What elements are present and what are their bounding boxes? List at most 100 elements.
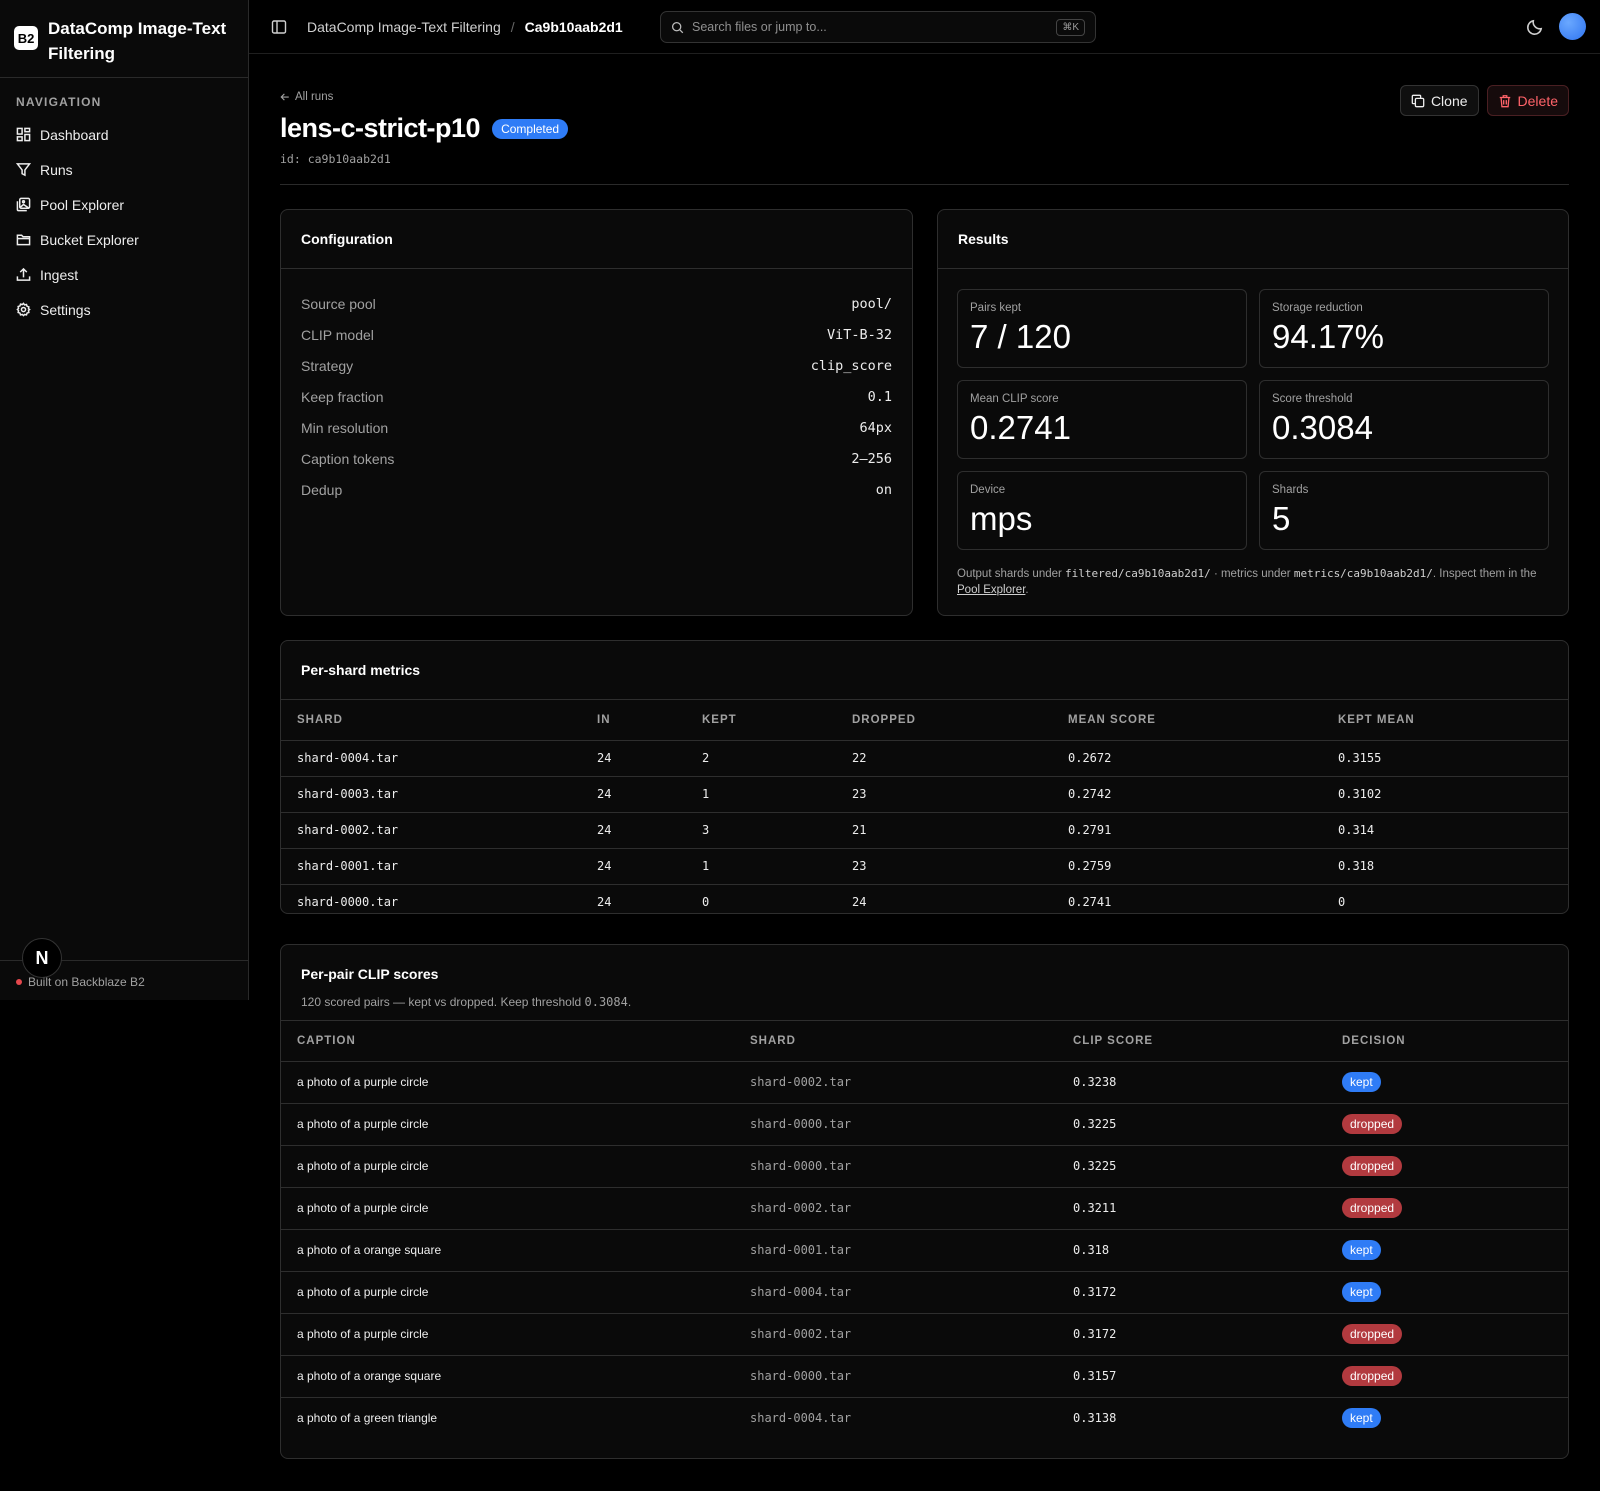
footer-text: Built on Backblaze B2 <box>28 975 145 989</box>
table-row: a photo of a orange square shard-0000.tar… <box>281 1355 1568 1398</box>
config-row: Strategy clip_score <box>281 350 912 381</box>
column-header[interactable]: SHARD <box>734 1021 1057 1062</box>
table-row: a photo of a purple circle shard-0000.tar… <box>281 1145 1568 1188</box>
decision-badge: kept <box>1342 1072 1381 1092</box>
sidebar-item-dashboard[interactable]: Dashboard <box>0 117 248 152</box>
table-row: shard-0003.tar 24 1 23 0.2742 0.3102 <box>281 776 1568 813</box>
nav-heading: NAVIGATION <box>16 95 102 109</box>
config-value: 2–256 <box>851 450 892 467</box>
caption-cell: a photo of a purple circle <box>281 1061 734 1104</box>
cell: 0.2742 <box>1052 776 1322 813</box>
column-header[interactable]: SHARD <box>281 700 581 741</box>
cell: 23 <box>836 848 1052 885</box>
theme-toggle-icon[interactable] <box>1526 18 1544 36</box>
breadcrumb-root[interactable]: DataComp Image-Text Filtering <box>307 18 501 35</box>
config-row: Dedup on <box>281 474 912 505</box>
config-key: Strategy <box>301 357 354 374</box>
cell: 0.2759 <box>1052 848 1322 885</box>
results-title: Results <box>938 210 1568 269</box>
pool-explorer-link[interactable]: Pool Explorer <box>957 584 1026 596</box>
caption-cell: a photo of a orange square <box>281 1229 734 1272</box>
cell: 0.318 <box>1322 848 1568 885</box>
decision-cell: kept <box>1326 1229 1568 1272</box>
sidebar-item-settings[interactable]: Settings <box>0 292 248 327</box>
metrics-path: metrics/ca9b10aab2d1/ <box>1293 567 1433 580</box>
column-header[interactable]: CLIP SCORE <box>1057 1021 1326 1062</box>
caption-cell: a photo of a purple circle <box>281 1271 734 1314</box>
shard-cell: shard-0001.tar <box>734 1229 1057 1272</box>
cell: 24 <box>852 895 867 910</box>
delete-button[interactable]: Delete <box>1486 85 1569 116</box>
column-header[interactable]: KEPT MEAN <box>1322 700 1568 741</box>
cell: shard-0003.tar <box>281 776 581 813</box>
cell: 3 <box>686 812 836 849</box>
column-header[interactable]: DECISION <box>1326 1021 1568 1062</box>
config-key: Keep fraction <box>301 388 384 405</box>
sidebar: B2 DataComp Image-Text Filtering NAVIGAT… <box>0 0 249 1000</box>
cell: 0.2741 <box>1068 895 1112 910</box>
results-note: Output shards under filtered/ca9b10aab2d… <box>938 550 1568 598</box>
score-cell: 0.3138 <box>1073 1411 1117 1426</box>
subtitle-text: . <box>627 995 632 1009</box>
n-badge[interactable]: N <box>22 938 62 978</box>
search-input[interactable]: Search files or jump to... ⌘K <box>660 11 1096 43</box>
table-header-row: SHARD IN KEPT DROPPED MEAN SCORE KEPT ME… <box>281 700 1568 741</box>
note-text: · metrics under <box>1210 568 1294 580</box>
filter-icon <box>16 163 31 177</box>
search-placeholder: Search files or jump to... <box>692 20 827 34</box>
shard-cell: shard-0002.tar <box>734 1061 1057 1104</box>
score-cell: 0.3238 <box>1057 1061 1326 1104</box>
decision-cell: dropped <box>1326 1145 1568 1188</box>
topbar: DataComp Image-Text Filtering / Ca9b10aa… <box>249 0 1600 54</box>
cell: 0 <box>702 895 710 910</box>
stat-label: Mean CLIP score <box>970 393 1059 405</box>
table-row: shard-0000.tar 24 0 24 0.2741 0 <box>281 884 1568 913</box>
config-key: Source pool <box>301 295 376 312</box>
sidebar-footer: Built on Backblaze B2 <box>0 960 248 989</box>
table-row: a photo of a purple circle shard-0004.tar… <box>281 1271 1568 1314</box>
shard-cell: shard-0000.tar <box>734 1103 1057 1146</box>
table-row: a photo of a orange square shard-0001.tar… <box>281 1229 1568 1272</box>
sidebar-item-ingest[interactable]: Ingest <box>0 257 248 292</box>
actions: Clone Delete <box>1399 85 1569 116</box>
breadcrumb-separator: / <box>510 18 515 35</box>
shard-cell: shard-0000.tar <box>734 1145 1057 1188</box>
stat-label: Pairs kept <box>970 302 1022 314</box>
shard-cell: shard-0004.tar <box>750 1411 852 1426</box>
cell: 24 <box>581 812 686 849</box>
back-link[interactable]: All runs <box>280 91 1569 103</box>
breadcrumb: DataComp Image-Text Filtering / Ca9b10aa… <box>307 19 623 35</box>
column-header[interactable]: DROPPED <box>836 700 1052 741</box>
brand[interactable]: B2 DataComp Image-Text Filtering <box>0 0 248 78</box>
decision-cell: kept <box>1326 1397 1568 1439</box>
configuration-title: Configuration <box>281 210 912 269</box>
column-header[interactable]: KEPT <box>686 700 836 741</box>
stat-label: Storage reduction <box>1272 302 1363 314</box>
results-card: Results Pairs kept 7 / 120 Storage reduct… <box>937 209 1569 616</box>
cell: shard-0000.tar <box>297 895 399 910</box>
cell: 22 <box>836 740 1052 777</box>
main-content: All runs lens-c-strict-p10 Completed id:… <box>280 54 1569 1459</box>
caption-cell: a photo of a orange square <box>281 1355 734 1398</box>
column-header[interactable]: CAPTION <box>281 1021 734 1062</box>
stat-label: Device <box>970 484 1006 496</box>
note-text: Output shards under <box>957 568 1066 580</box>
stat-storage-reduction: Storage reduction 94.17% <box>1259 289 1549 368</box>
cell: shard-0001.tar <box>281 848 581 885</box>
stat-value: 5 <box>1272 500 1291 537</box>
avatar[interactable] <box>1559 13 1586 40</box>
clone-button[interactable]: Clone <box>1399 85 1479 116</box>
column-header[interactable]: IN <box>581 700 686 741</box>
decision-badge: dropped <box>1342 1198 1403 1218</box>
note-text: . Inspect them in the <box>1432 568 1537 580</box>
sidebar-item-label: Bucket Explorer <box>40 231 139 248</box>
cell: shard-0002.tar <box>281 812 581 849</box>
sidebar-toggle-icon[interactable] <box>271 19 287 35</box>
dashboard-icon <box>16 127 31 142</box>
sidebar-item-pool-explorer[interactable]: Pool Explorer <box>0 187 248 222</box>
sidebar-item-bucket-explorer[interactable]: Bucket Explorer <box>0 222 248 257</box>
breadcrumb-current: Ca9b10aab2d1 <box>524 18 623 35</box>
sidebar-item-runs[interactable]: Runs <box>0 152 248 187</box>
column-header[interactable]: MEAN SCORE <box>1052 700 1322 741</box>
cell: 24 <box>581 776 686 813</box>
